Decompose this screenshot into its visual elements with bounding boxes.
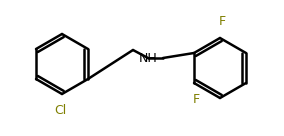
Text: Cl: Cl	[54, 104, 66, 117]
Text: NH: NH	[139, 52, 157, 64]
Text: F: F	[218, 15, 225, 28]
Text: F: F	[193, 93, 200, 106]
